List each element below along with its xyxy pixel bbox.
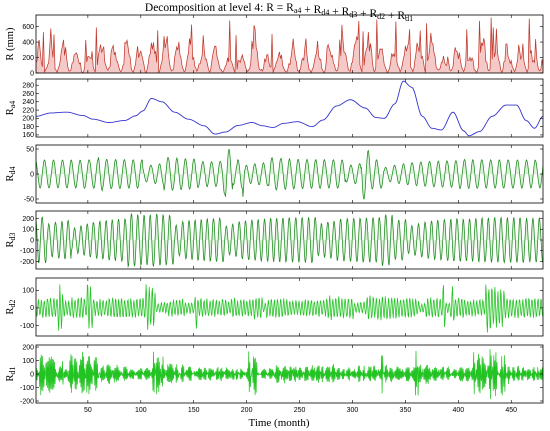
y-tick-label: 280 — [22, 83, 34, 90]
panel-5: -100 0 100 Rd2 — [5, 277, 544, 337]
series-line — [36, 349, 543, 400]
y-tick-label: 600 — [22, 24, 34, 31]
y-tick-label: 200 — [22, 344, 34, 351]
y-tick-label: 0 — [30, 305, 34, 312]
y-tick-label: -100 — [20, 323, 34, 330]
panel-6: -200 -100 0 100 200 50 100 150 200 250 300 350 400 45… — [5, 344, 544, 414]
series-fill — [36, 284, 543, 333]
y-tick-label: 50 — [26, 146, 34, 153]
y-tick-label: 0 — [30, 171, 34, 178]
y-tick-label: -200 — [20, 259, 34, 266]
y-axis-label: Rd1 — [5, 366, 17, 381]
x-tick-label: 400 — [452, 407, 464, 414]
y-axis-label: R (mm) — [5, 27, 16, 60]
x-tick-label: 350 — [400, 407, 412, 414]
y-tick-label: 200 — [22, 116, 34, 123]
y-axis-label: Rd3 — [5, 232, 17, 247]
y-tick-label: 0 — [30, 237, 34, 244]
panel-1: 0 200 400 600 R (mm) — [5, 14, 544, 77]
y-tick-label: 160 — [22, 132, 34, 139]
y-tick-label: -100 — [20, 248, 34, 255]
x-axis-label: Time (month) — [248, 417, 309, 429]
series-line — [36, 212, 543, 268]
x-tick-label: 300 — [347, 407, 359, 414]
panel-frame — [35, 277, 544, 337]
panel-4: -200 -100 0 100 200 Rd3 — [5, 210, 544, 270]
y-tick-label: 260 — [22, 91, 34, 98]
panel-frame — [35, 14, 544, 74]
y-tick-label: 180 — [22, 124, 34, 131]
y-tick-label: 100 — [22, 227, 34, 234]
y-tick-label: 200 — [22, 55, 34, 62]
x-tick-label: 200 — [241, 407, 253, 414]
series-line — [36, 17, 543, 73]
x-tick-label: 150 — [188, 407, 200, 414]
x-tick-label: 100 — [135, 407, 147, 414]
y-tick-label: 0 — [30, 371, 34, 378]
y-axis-label: Rd2 — [5, 299, 17, 314]
chart-title: Decomposition at level 4: R = Ra4 + Rd4 … — [145, 2, 413, 23]
x-tick-label: 50 — [84, 407, 92, 414]
series-fill — [36, 213, 543, 267]
y-tick-label: -50 — [24, 196, 34, 203]
y-tick-label: 100 — [22, 358, 34, 365]
panel-frame — [35, 78, 544, 138]
y-tick-label: 400 — [22, 39, 34, 46]
series-line — [36, 284, 543, 333]
y-tick-label: 200 — [22, 216, 34, 223]
y-tick-label: 0 — [30, 70, 34, 77]
y-axis-label: Rd4 — [5, 166, 17, 181]
y-tick-label: 220 — [22, 107, 34, 114]
series-fill — [36, 17, 543, 73]
y-tick-label: 100 — [22, 288, 34, 295]
x-tick-label: 450 — [505, 407, 517, 414]
series-line — [36, 148, 543, 200]
x-tick-label: 250 — [294, 407, 306, 414]
y-tick-label: -200 — [20, 398, 34, 405]
series-line — [36, 80, 543, 137]
panel-3: -50 0 50 Rd4 — [5, 144, 544, 204]
y-tick-label: 240 — [22, 99, 34, 106]
y-tick-label: -100 — [20, 385, 34, 392]
y-axis-label: Ra4 — [5, 101, 17, 116]
